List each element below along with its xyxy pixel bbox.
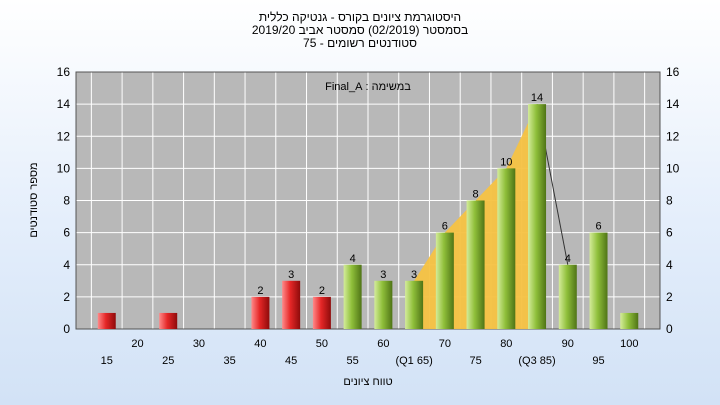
x-tick-label-lower: 25 [162,355,174,367]
bar-value-label: 2 [319,285,325,297]
chart-title-line-3: סטודנטים רשומים - 75 [303,36,417,50]
bar-value-label: 3 [411,269,417,281]
x-tick-label-lower: 55 [347,355,359,367]
y-tick-label-left: 6 [63,226,70,240]
y-tick-label-left: 16 [57,65,71,79]
bar [97,312,116,329]
y-tick-label-left: 12 [57,129,71,143]
bar [405,280,424,329]
chart-title-line-2: בסמסטר (02/2019) סמסטר אביב 2019/20 [251,23,469,37]
labels-layer: 0 0 2 2 4 4 6 6 8 8 10 10 12 12 14 14 16 16 2 3 2 4 3 3 6 8 10 14 4 6… [57,65,680,367]
x-tick-label-lower: 75 [469,355,481,367]
x-tick-label-lower: 45 [285,355,297,367]
y-axis-label: מספר סטודנטים [28,162,40,237]
y-tick-label-left: 10 [57,161,71,175]
x-tick-label-lower: 15 [101,355,113,367]
x-tick-label-upper: 100 [620,338,638,350]
bar-value-label: 4 [565,253,571,265]
y-tick-label-right: 12 [666,129,680,143]
bar [435,232,454,329]
bars-layer [97,104,639,329]
bar-value-label: 14 [531,92,543,104]
x-tick-label-upper: 20 [131,338,143,350]
bar [251,296,270,329]
y-tick-label-left: 4 [63,258,70,272]
x-tick-label-upper: 60 [377,338,389,350]
x-tick-label-lower: 35 [224,355,236,367]
x-tick-label-upper: 70 [439,338,451,350]
x-tick-label-lower: (Q1 65) [395,355,432,367]
bar-value-label: 3 [380,269,386,281]
y-tick-label-right: 2 [666,290,673,304]
bar-value-label: 2 [257,285,263,297]
x-tick-label-upper: 40 [254,338,266,350]
bar [528,104,547,329]
x-tick-label-lower: (Q3 85) [518,355,555,367]
bar [159,312,178,329]
bar [497,168,516,329]
bar-value-label: 6 [442,221,448,233]
bar [312,296,331,329]
y-tick-label-left: 8 [63,194,70,208]
y-tick-label-left: 0 [63,322,70,336]
y-tick-label-right: 4 [666,258,673,272]
bar [343,264,362,329]
bar-value-label: 10 [500,156,512,168]
y-tick-label-left: 14 [57,97,71,111]
bar-value-label: 4 [350,253,356,265]
bar-value-label: 6 [595,221,601,233]
y-tick-label-right: 14 [666,97,680,111]
y-tick-label-left: 2 [63,290,70,304]
bar [589,232,608,329]
x-tick-label-upper: 90 [562,338,574,350]
plot-frame [75,71,661,330]
bar [282,280,301,329]
x-tick-label-upper: 50 [316,338,328,350]
y-tick-label-right: 16 [666,65,680,79]
bar [620,312,639,329]
y-tick-label-right: 10 [666,161,680,175]
chart-title-line-1: היסטוגרמת ציונים בקורס - גנטיקה כללית [258,10,462,24]
bar-value-label: 8 [473,189,479,201]
x-axis-label: טווח ציונים [343,376,392,388]
annotation-text: במשימה : Final_A [325,81,411,93]
bar [374,280,393,329]
y-tick-label-right: 0 [666,322,673,336]
bar-value-label: 3 [288,269,294,281]
x-tick-label-lower: 95 [592,355,604,367]
y-tick-label-right: 8 [666,194,673,208]
bar [466,200,485,329]
x-tick-label-upper: 80 [500,338,512,350]
x-tick-label-upper: 30 [193,338,205,350]
bar [558,264,577,329]
y-tick-label-right: 6 [666,226,673,240]
